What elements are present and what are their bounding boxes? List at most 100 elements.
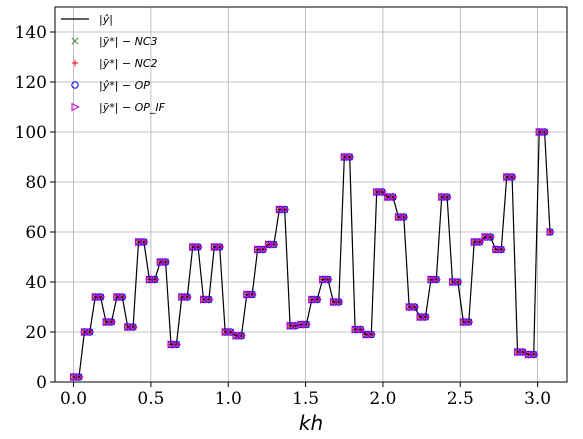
legend-entry: |ỹ*| − NC3 — [71, 35, 158, 48]
data-point — [129, 322, 138, 332]
data-point — [405, 302, 414, 312]
data-point — [167, 340, 176, 349]
legend-entry: |ỹ*| − OP_IF — [71, 101, 166, 114]
data-point — [524, 350, 534, 359]
data-point — [449, 277, 458, 287]
legend-swatch-marker — [71, 102, 80, 112]
data-point — [465, 317, 474, 327]
x-tick-label: 2.5 — [447, 389, 474, 409]
data-point — [237, 331, 247, 340]
data-point — [319, 275, 328, 284]
y-tick-label: 100 — [15, 123, 47, 143]
data-point — [438, 192, 447, 202]
legend-entry: |ŷ| — [61, 13, 113, 26]
data-point — [259, 245, 268, 254]
data-point — [329, 297, 339, 307]
data-point — [216, 242, 225, 252]
data-point — [205, 295, 214, 304]
data-point — [248, 290, 257, 299]
data-point — [476, 237, 485, 247]
legend-swatch-marker — [71, 37, 79, 45]
data-point — [135, 237, 144, 247]
data-point — [189, 242, 198, 252]
y-tick-label: 120 — [15, 73, 47, 93]
series-4 — [70, 127, 555, 382]
data-point — [227, 327, 236, 337]
data-point — [427, 275, 436, 284]
series-layer — [69, 127, 555, 382]
data-point — [210, 242, 220, 252]
data-point — [346, 152, 355, 162]
data-point — [378, 187, 387, 197]
data-point — [356, 325, 366, 334]
data-point — [232, 331, 241, 340]
data-point — [373, 187, 382, 197]
data-point — [519, 347, 528, 357]
data-point — [389, 192, 398, 202]
y-tick-label: 140 — [15, 23, 47, 43]
x-tick-label: 3.0 — [524, 389, 551, 409]
data-point — [145, 275, 155, 284]
legend-swatch-marker-stroke — [71, 37, 79, 45]
x-axis-label: kh — [299, 411, 323, 435]
data-point — [107, 317, 117, 327]
y-tick-label: 60 — [25, 223, 47, 243]
data-point — [486, 232, 496, 242]
legend-label: |ỹ*| − NC2 — [99, 57, 158, 70]
data-point — [384, 192, 393, 202]
x-tick-label: 0.5 — [137, 389, 164, 409]
data-point — [80, 327, 90, 337]
data-point — [541, 127, 550, 137]
data-point — [264, 240, 274, 249]
data-point — [481, 232, 490, 242]
data-point — [546, 227, 555, 237]
data-point — [335, 297, 344, 307]
legend-entry: |ŷ*| − OP — [71, 79, 150, 92]
data-point — [270, 240, 279, 249]
data-point — [421, 312, 431, 322]
legend-label: |ŷ| — [99, 13, 113, 26]
data-point — [124, 322, 133, 332]
data-point — [221, 327, 230, 337]
data-point — [367, 330, 377, 339]
x-tick-label: 0.0 — [60, 389, 87, 409]
data-point — [286, 321, 295, 330]
data-point — [313, 295, 322, 304]
data-point — [308, 295, 317, 304]
x-tick-label: 1.0 — [215, 389, 242, 409]
y-tick-label: 40 — [25, 273, 47, 293]
y-tick-label: 0 — [36, 373, 47, 393]
data-point — [281, 205, 290, 214]
data-point — [151, 275, 160, 284]
data-point — [178, 292, 187, 302]
data-point — [432, 275, 441, 284]
plot-frame — [54, 6, 568, 383]
data-point — [443, 192, 452, 202]
legend: |ŷ| |ỹ*| − NC3 |ỹ*| − NC2 |ŷ*| − OP |ỹ*| − O… — [61, 13, 166, 114]
data-point — [113, 292, 122, 302]
y-tick-label: 80 — [25, 173, 47, 193]
axis-ticks: 0.0 0.5 1.0 1.5 2.0 2.5 3.0 0 20 40 60 80 100 120 140 — [15, 23, 552, 409]
legend-label: |ỹ*| − NC3 — [99, 35, 158, 48]
data-point — [411, 302, 420, 312]
data-point — [199, 295, 209, 304]
data-point — [102, 317, 111, 327]
data-point — [400, 212, 409, 222]
x-tick-label: 1.5 — [292, 389, 319, 409]
data-point — [86, 327, 95, 337]
legend-entry: |ỹ*| − NC2 — [71, 57, 158, 70]
data-point — [503, 172, 512, 182]
data-point — [243, 290, 252, 299]
data-point — [70, 372, 79, 382]
legend-label: |ŷ*| − OP — [99, 79, 150, 92]
data-point — [118, 292, 127, 302]
data-point — [394, 212, 404, 222]
data-point — [459, 317, 469, 327]
data-point — [97, 292, 106, 302]
data-point — [302, 320, 312, 329]
data-point — [492, 245, 501, 254]
data-point — [75, 372, 84, 382]
data-point — [156, 257, 165, 267]
